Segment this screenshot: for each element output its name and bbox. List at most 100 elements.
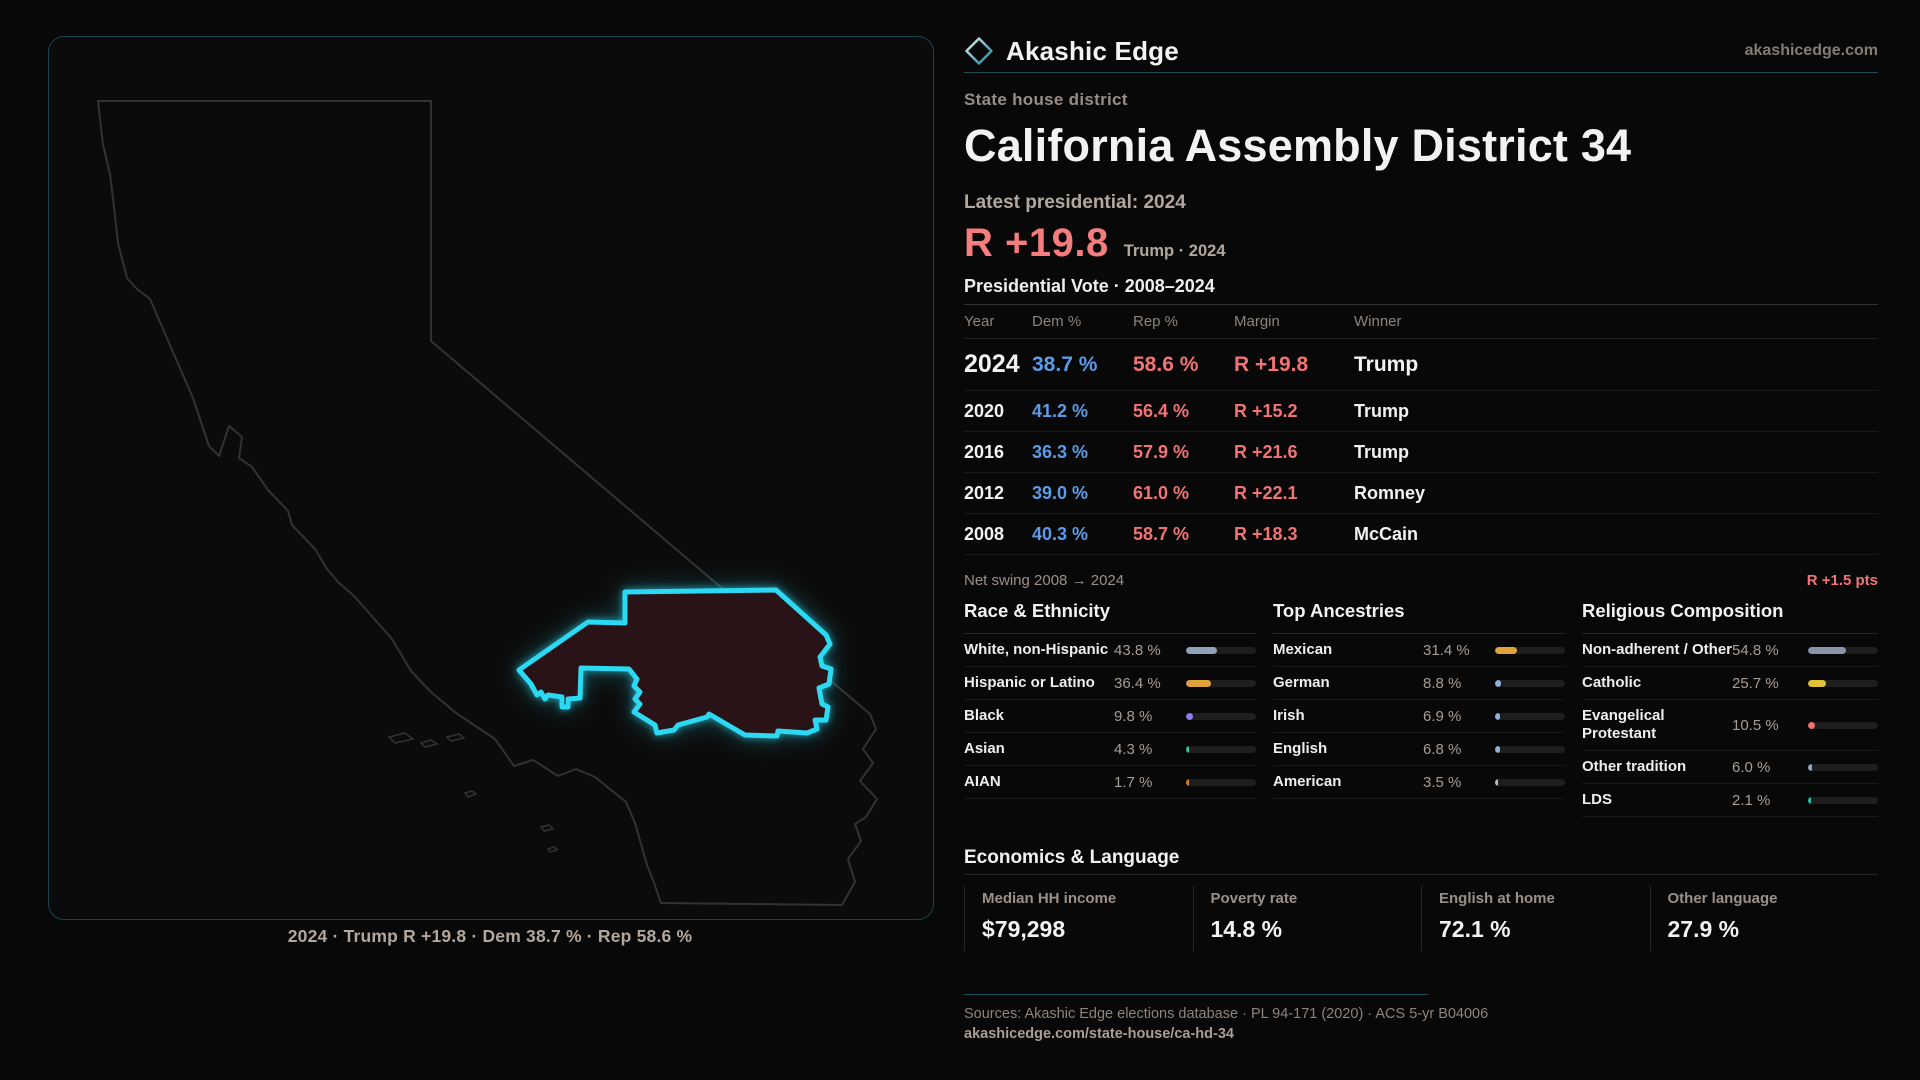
map-caption: 2024 · Trump R +19.8 · Dem 38.7 % · Rep …	[287, 926, 693, 946]
economics-title: Economics & Language	[964, 847, 1180, 868]
economics-cards: Median HH income $79,298 Poverty rate 14.8 …	[964, 886, 1878, 951]
econ-stat-value: $79,298	[982, 916, 1066, 942]
vote-cell-dem: 40.3 %	[1032, 523, 1089, 544]
demo-row-bar-track	[1495, 778, 1565, 786]
vote-cell-rep: 57.9 %	[1133, 441, 1190, 462]
vote-col-header-margin: Margin	[1234, 313, 1280, 330]
demo-row-bar-track	[1808, 763, 1878, 771]
latest-margin-detail: Trump · 2024	[1123, 242, 1226, 260]
vote-cell-rep: 56.4 %	[1133, 400, 1190, 421]
demo-row-bar-fill	[1186, 646, 1217, 654]
demo-row-bar-fill	[1495, 712, 1500, 720]
demo-row-bar-track	[1495, 646, 1565, 654]
demo-row-bar-track	[1186, 712, 1256, 720]
vote-cell-margin: R +21.6	[1234, 441, 1298, 462]
vote-cell-year: 2020	[964, 400, 1005, 421]
california-outline	[97, 100, 878, 906]
net-swing-value: R +1.5 pts	[1806, 572, 1878, 589]
demo-row-bar-track	[1186, 679, 1256, 687]
econ-stat-label: Median HH income	[982, 890, 1117, 907]
demo-row: Hispanic or Latino 36.4 %	[964, 667, 1256, 700]
vote-cell-margin: R +22.1	[1234, 482, 1298, 503]
vote-cell-dem: 38.7 %	[1032, 352, 1098, 376]
vote-cell-dem: 39.0 %	[1032, 482, 1089, 503]
brand-domain-link[interactable]: akashicedge.com	[1744, 42, 1878, 59]
latest-margin-row: R +19.8 Trump · 2024	[964, 221, 1226, 266]
state-map-panel	[48, 36, 934, 920]
demo-row-value: 8.8 %	[1423, 674, 1462, 692]
vote-col-header-winner: Winner	[1354, 313, 1402, 330]
demo-row-bar-fill	[1495, 778, 1498, 786]
vote-table-title: Presidential Vote · 2008–2024	[964, 276, 1215, 296]
vote-cell-year: 2016	[964, 441, 1005, 462]
report-column: Akashic Edge akashicedge.com State house…	[964, 0, 1878, 1080]
latest-margin-value: R +19.8	[964, 221, 1109, 265]
demo-row-bar-track	[1808, 796, 1878, 804]
vote-row-2012: 2012 39.0 % 61.0 % R +22.1 Romney	[964, 473, 1878, 514]
vote-cell-rep: 58.7 %	[1133, 523, 1190, 544]
california-map	[97, 100, 878, 906]
demo-row-label: American	[1273, 773, 1342, 790]
channel-islands	[387, 732, 559, 853]
vote-cell-margin: R +19.8	[1234, 352, 1309, 376]
demographics-columns: Race & Ethnicity White, non-Hispanic 43.8 …	[964, 600, 1878, 817]
vote-cell-year: 2008	[964, 523, 1005, 544]
demo-column: Top Ancestries Mexican 31.4 % German 8.8 % Ir…	[1273, 600, 1565, 817]
demo-row-value: 6.0 %	[1732, 758, 1771, 776]
demo-row-bar-fill	[1495, 646, 1517, 654]
demo-row-value: 1.7 %	[1114, 773, 1153, 791]
page-title: California Assembly District 34	[964, 120, 1632, 171]
net-swing-row: Net swing 2008 → 2024 R +1.5 pts	[964, 572, 1878, 589]
header-divider	[964, 72, 1878, 73]
vote-cell-dem: 41.2 %	[1032, 400, 1089, 421]
latest-presidential-label: Latest presidential: 2024	[964, 192, 1186, 213]
vote-cell-winner: Trump	[1354, 352, 1419, 376]
presidential-vote-table: Year Dem % Rep % Margin Winner 2024 38.7 % 58.…	[964, 304, 1878, 555]
demo-row: Black 9.8 %	[964, 700, 1256, 733]
demo-row-label: Black	[964, 707, 1005, 724]
economics-divider	[964, 874, 1878, 875]
demo-row-value: 10.5 %	[1732, 716, 1779, 734]
demo-row-label: English	[1273, 740, 1328, 757]
demo-row: Non-adherent / Other 54.8 %	[1582, 634, 1878, 667]
demo-column: Religious Composition Non-adherent / Othe…	[1582, 600, 1878, 817]
econ-stat-value: 72.1 %	[1439, 916, 1511, 942]
demo-row-label: Mexican	[1273, 641, 1333, 658]
demo-row-bar-fill	[1495, 679, 1502, 687]
demo-row-label: Other tradition	[1582, 758, 1687, 775]
net-swing-label: Net swing 2008 → 2024	[964, 572, 1125, 589]
econ-stat-card: Median HH income $79,298	[964, 886, 1193, 951]
vote-cell-winner: Romney	[1354, 482, 1426, 503]
demo-row-bar-track	[1186, 778, 1256, 786]
permalink-link[interactable]: akashicedge.com/state-house/ca-hd-34	[964, 1026, 1234, 1042]
demo-row-bar-fill	[1808, 763, 1813, 771]
demo-row: Evangelical Protestant 10.5 %	[1582, 700, 1878, 751]
demo-row-value: 36.4 %	[1114, 674, 1161, 692]
demo-row: English 6.8 %	[1273, 733, 1565, 766]
demo-row-label: LDS	[1582, 791, 1612, 808]
district-34-shape	[516, 587, 834, 739]
vote-cell-winner: McCain	[1354, 523, 1419, 544]
demo-row-bar-track	[1186, 646, 1256, 654]
demo-row-bar-fill	[1186, 745, 1189, 753]
demo-row-bar-track	[1495, 679, 1565, 687]
brand-header: Akashic Edge akashicedge.com	[964, 34, 1878, 68]
demo-row: White, non-Hispanic 43.8 %	[964, 634, 1256, 667]
demo-row-bar-track	[1186, 745, 1256, 753]
demo-row-bar-track	[1495, 745, 1565, 753]
vote-cell-rep: 58.6 %	[1133, 352, 1199, 376]
district-kicker: State house district	[964, 90, 1128, 109]
demo-row-label: Non-adherent / Other	[1582, 641, 1733, 658]
demo-row-label: AIAN	[964, 773, 1001, 790]
vote-row-2008: 2008 40.3 % 58.7 % R +18.3 McCain	[964, 514, 1878, 555]
demo-row-bar-fill	[1808, 646, 1847, 654]
demo-row-value: 3.5 %	[1423, 773, 1462, 791]
vote-cell-year: 2024	[964, 350, 1020, 378]
vote-row-2016: 2016 36.3 % 57.9 % R +21.6 Trump	[964, 432, 1878, 473]
vote-col-header-rep: Rep %	[1133, 313, 1179, 330]
demo-row-bar-track	[1808, 679, 1878, 687]
demo-row-value: 54.8 %	[1732, 641, 1779, 659]
demo-row: German 8.8 %	[1273, 667, 1565, 700]
demo-row-label: Evangelical Protestant	[1582, 707, 1665, 742]
footer-divider	[964, 994, 1428, 995]
